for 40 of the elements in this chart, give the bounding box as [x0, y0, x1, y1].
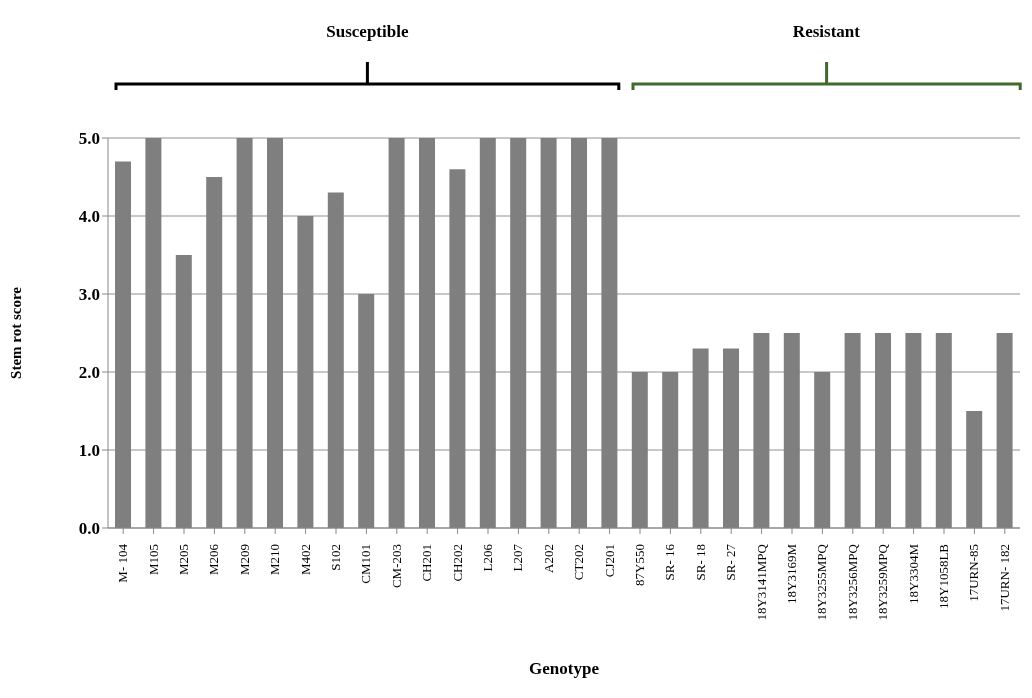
x-tick-label: 17URN- 182: [996, 544, 1012, 612]
y-tick-label: 1.0: [78, 441, 100, 461]
x-tick-label: A202: [540, 544, 556, 573]
x-tick-label: M205: [176, 544, 191, 576]
x-tick-label: M206: [206, 543, 222, 576]
x-tick-label: 87Y550: [632, 544, 647, 586]
x-tick-label: 18Y3141MPQ: [753, 543, 769, 621]
x-tick-label: 18Y1058LB: [936, 543, 951, 609]
x-tick-label: M105: [145, 544, 161, 576]
text: Susceptible: [325, 22, 410, 42]
x-tick-label: M210: [267, 544, 283, 576]
x-tick-label: SR- 16: [662, 543, 678, 581]
y-tick-label: 0.0: [78, 519, 100, 539]
x-tick-label: M- 104: [115, 543, 131, 583]
text: Resistant: [791, 22, 861, 42]
y-tick-label: 4.0: [78, 207, 100, 227]
x-tick-label: CH202: [449, 544, 465, 582]
x-tick-label: SR- 27: [723, 543, 739, 581]
x-tick-label: M402: [297, 544, 313, 576]
x-axis-title: Genotype: [529, 659, 600, 678]
x-tick-label: SR- 18: [692, 544, 708, 581]
x-tick-label: 18Y3169M: [784, 543, 799, 604]
x-tick-label: CH201: [419, 544, 435, 582]
y-tick-label: 3.0: [78, 285, 100, 305]
x-tick-label: CJ201: [601, 544, 617, 578]
x-tick-label: L206: [480, 543, 495, 572]
x-tick-label: CM-203: [388, 544, 404, 589]
x-tick-label: CM101: [358, 544, 374, 584]
y-tick-label: 5.0: [78, 129, 100, 149]
x-tick-label: 18Y3255MPQ: [814, 543, 830, 621]
x-tick-label: CT202: [571, 544, 587, 581]
x-tick-label: 18Y3259MPQ: [875, 543, 891, 621]
x-tick-label: 17URN-85: [966, 544, 982, 602]
x-tick-label: 18Y3256MPQ: [844, 543, 860, 621]
x-tick-label: M209: [236, 544, 252, 576]
x-tick-label: L207: [510, 543, 526, 572]
x-tick-label: 18Y3304M: [905, 543, 921, 604]
x-tick-label: S102: [328, 544, 343, 571]
y-axis-title: Stem rot score: [8, 286, 25, 379]
y-tick-label: 2.0: [78, 363, 100, 383]
